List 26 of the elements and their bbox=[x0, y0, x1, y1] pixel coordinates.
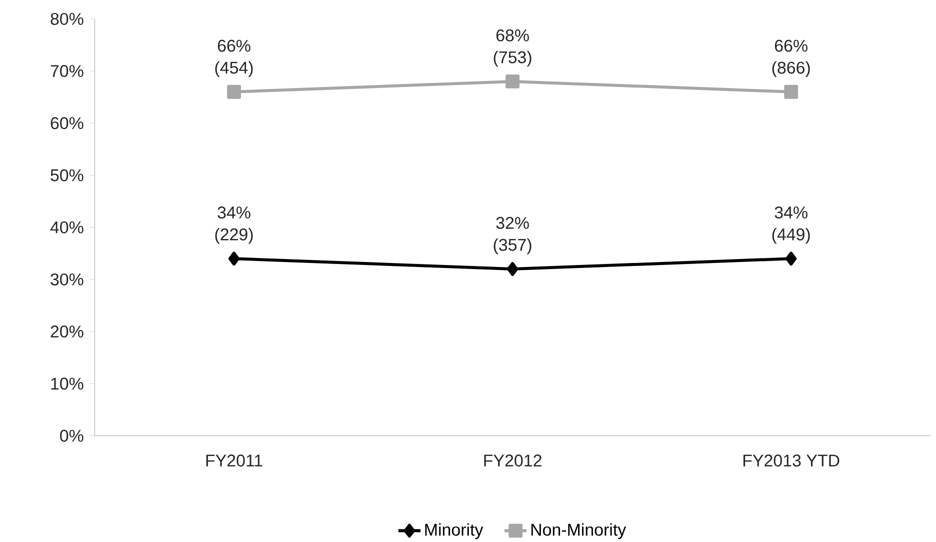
y-tick-label: 30% bbox=[50, 273, 84, 286]
legend-label: Non-Minority bbox=[531, 523, 626, 540]
data-label: 34% (449) bbox=[772, 206, 810, 244]
point bbox=[506, 262, 518, 276]
point bbox=[228, 252, 240, 266]
y-tick-label: 60% bbox=[50, 117, 84, 130]
point bbox=[784, 84, 798, 99]
y-tick-label: 40% bbox=[50, 221, 84, 234]
x-tick-label: FY2012 bbox=[484, 454, 542, 467]
data-label: 34% (229) bbox=[215, 206, 253, 244]
point bbox=[506, 74, 520, 88]
point bbox=[227, 84, 241, 99]
x-tick-label: FY2011 bbox=[206, 454, 262, 467]
y-tick-label: 50% bbox=[50, 169, 84, 182]
data-label: 66% (454) bbox=[215, 40, 253, 78]
legend-label: Minority bbox=[425, 523, 484, 540]
y-tick-label: 80% bbox=[50, 12, 84, 25]
data-label: 66% (866) bbox=[772, 40, 810, 78]
data-label: 68% (753) bbox=[494, 29, 532, 67]
data-label: 32% (357) bbox=[494, 216, 532, 254]
y-tick-label: 20% bbox=[50, 326, 84, 338]
y-tick-label: 70% bbox=[50, 65, 84, 78]
point bbox=[785, 252, 797, 266]
x-tick-label: FY2013 YTD bbox=[743, 454, 840, 467]
y-tick-label: 0% bbox=[60, 430, 84, 442]
y-tick-label: 10% bbox=[51, 378, 84, 390]
